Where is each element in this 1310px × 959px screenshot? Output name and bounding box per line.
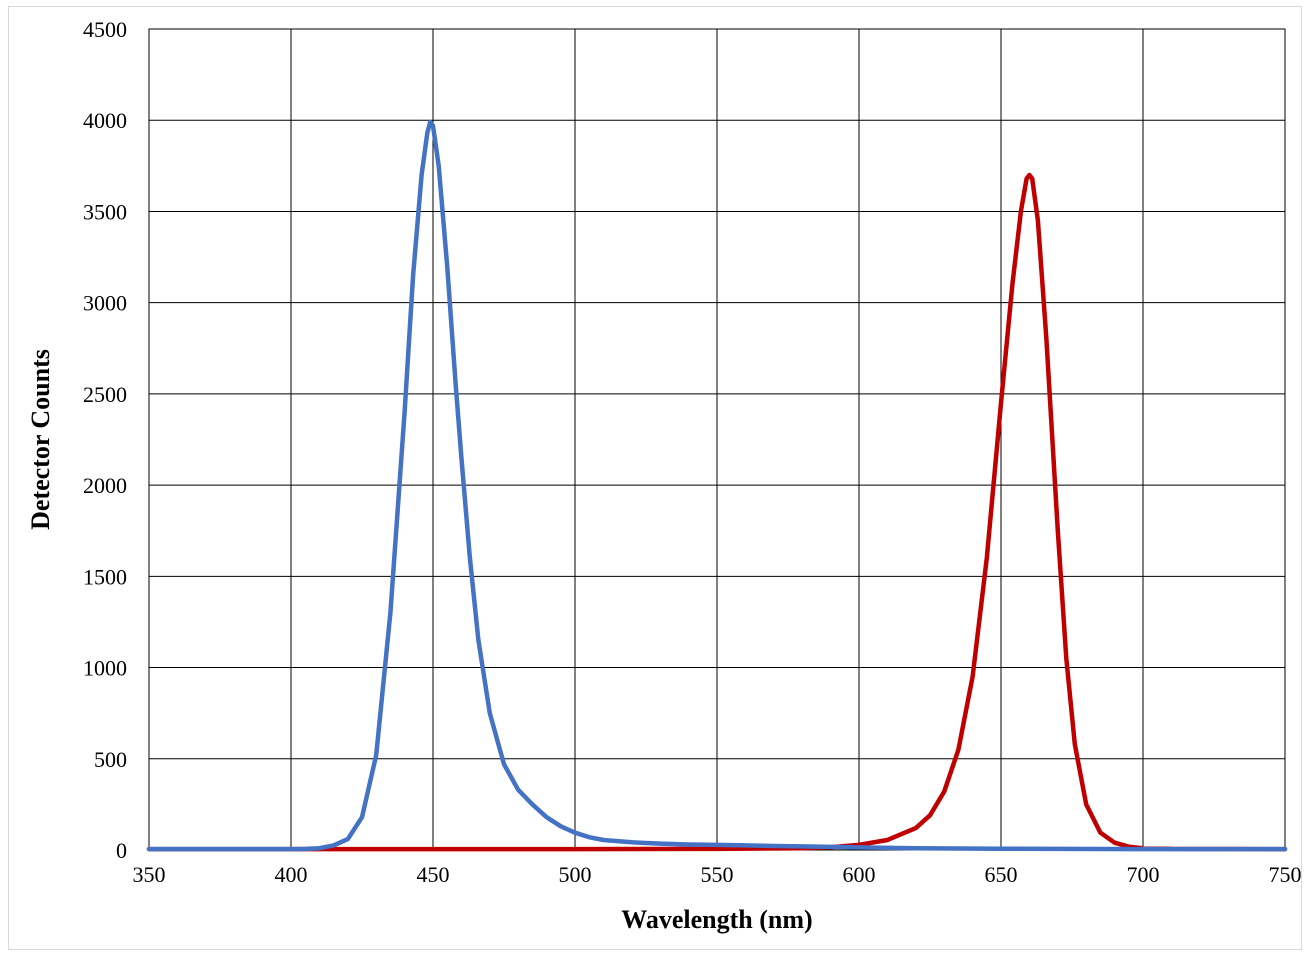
- x-tick-label: 350: [133, 862, 166, 887]
- x-tick-label: 750: [1269, 862, 1302, 887]
- grid-lines: [148, 28, 1286, 851]
- y-tick-label: 1000: [83, 656, 127, 681]
- chart-frame: 350 400 450 500 550 600 650 700 750 0 500 1000 1500…: [8, 6, 1302, 950]
- x-axis-title: Wavelength (nm): [621, 905, 812, 934]
- x-tick-labels: 350 400 450 500 550 600 650 700 750: [133, 862, 1302, 887]
- x-tick-label: 400: [275, 862, 308, 887]
- spectrum-chart: 350 400 450 500 550 600 650 700 750 0 500 1000 1500…: [26, 17, 1302, 934]
- y-tick-labels: 0 500 1000 1500 2000 2500 3000 3500 4000 4500: [83, 17, 127, 863]
- x-tick-label: 700: [1127, 862, 1160, 887]
- series-layer: [146, 119, 1288, 852]
- y-tick-label: 0: [116, 838, 127, 863]
- blue-spectrum-line: [146, 119, 1288, 852]
- y-tick-label: 3500: [83, 199, 127, 224]
- y-tick-label: 500: [94, 747, 127, 772]
- y-tick-label: 2500: [83, 382, 127, 407]
- y-tick-label: 3000: [83, 291, 127, 316]
- y-tick-label: 1500: [83, 564, 127, 589]
- y-tick-label: 2000: [83, 473, 127, 498]
- x-tick-label: 500: [559, 862, 592, 887]
- x-tick-label: 450: [417, 862, 450, 887]
- y-axis-title: Detector Counts: [26, 349, 55, 530]
- x-tick-label: 600: [843, 862, 876, 887]
- x-tick-label: 550: [701, 862, 734, 887]
- y-tick-label: 4000: [83, 108, 127, 133]
- x-tick-label: 650: [985, 862, 1018, 887]
- y-tick-label: 4500: [83, 17, 127, 42]
